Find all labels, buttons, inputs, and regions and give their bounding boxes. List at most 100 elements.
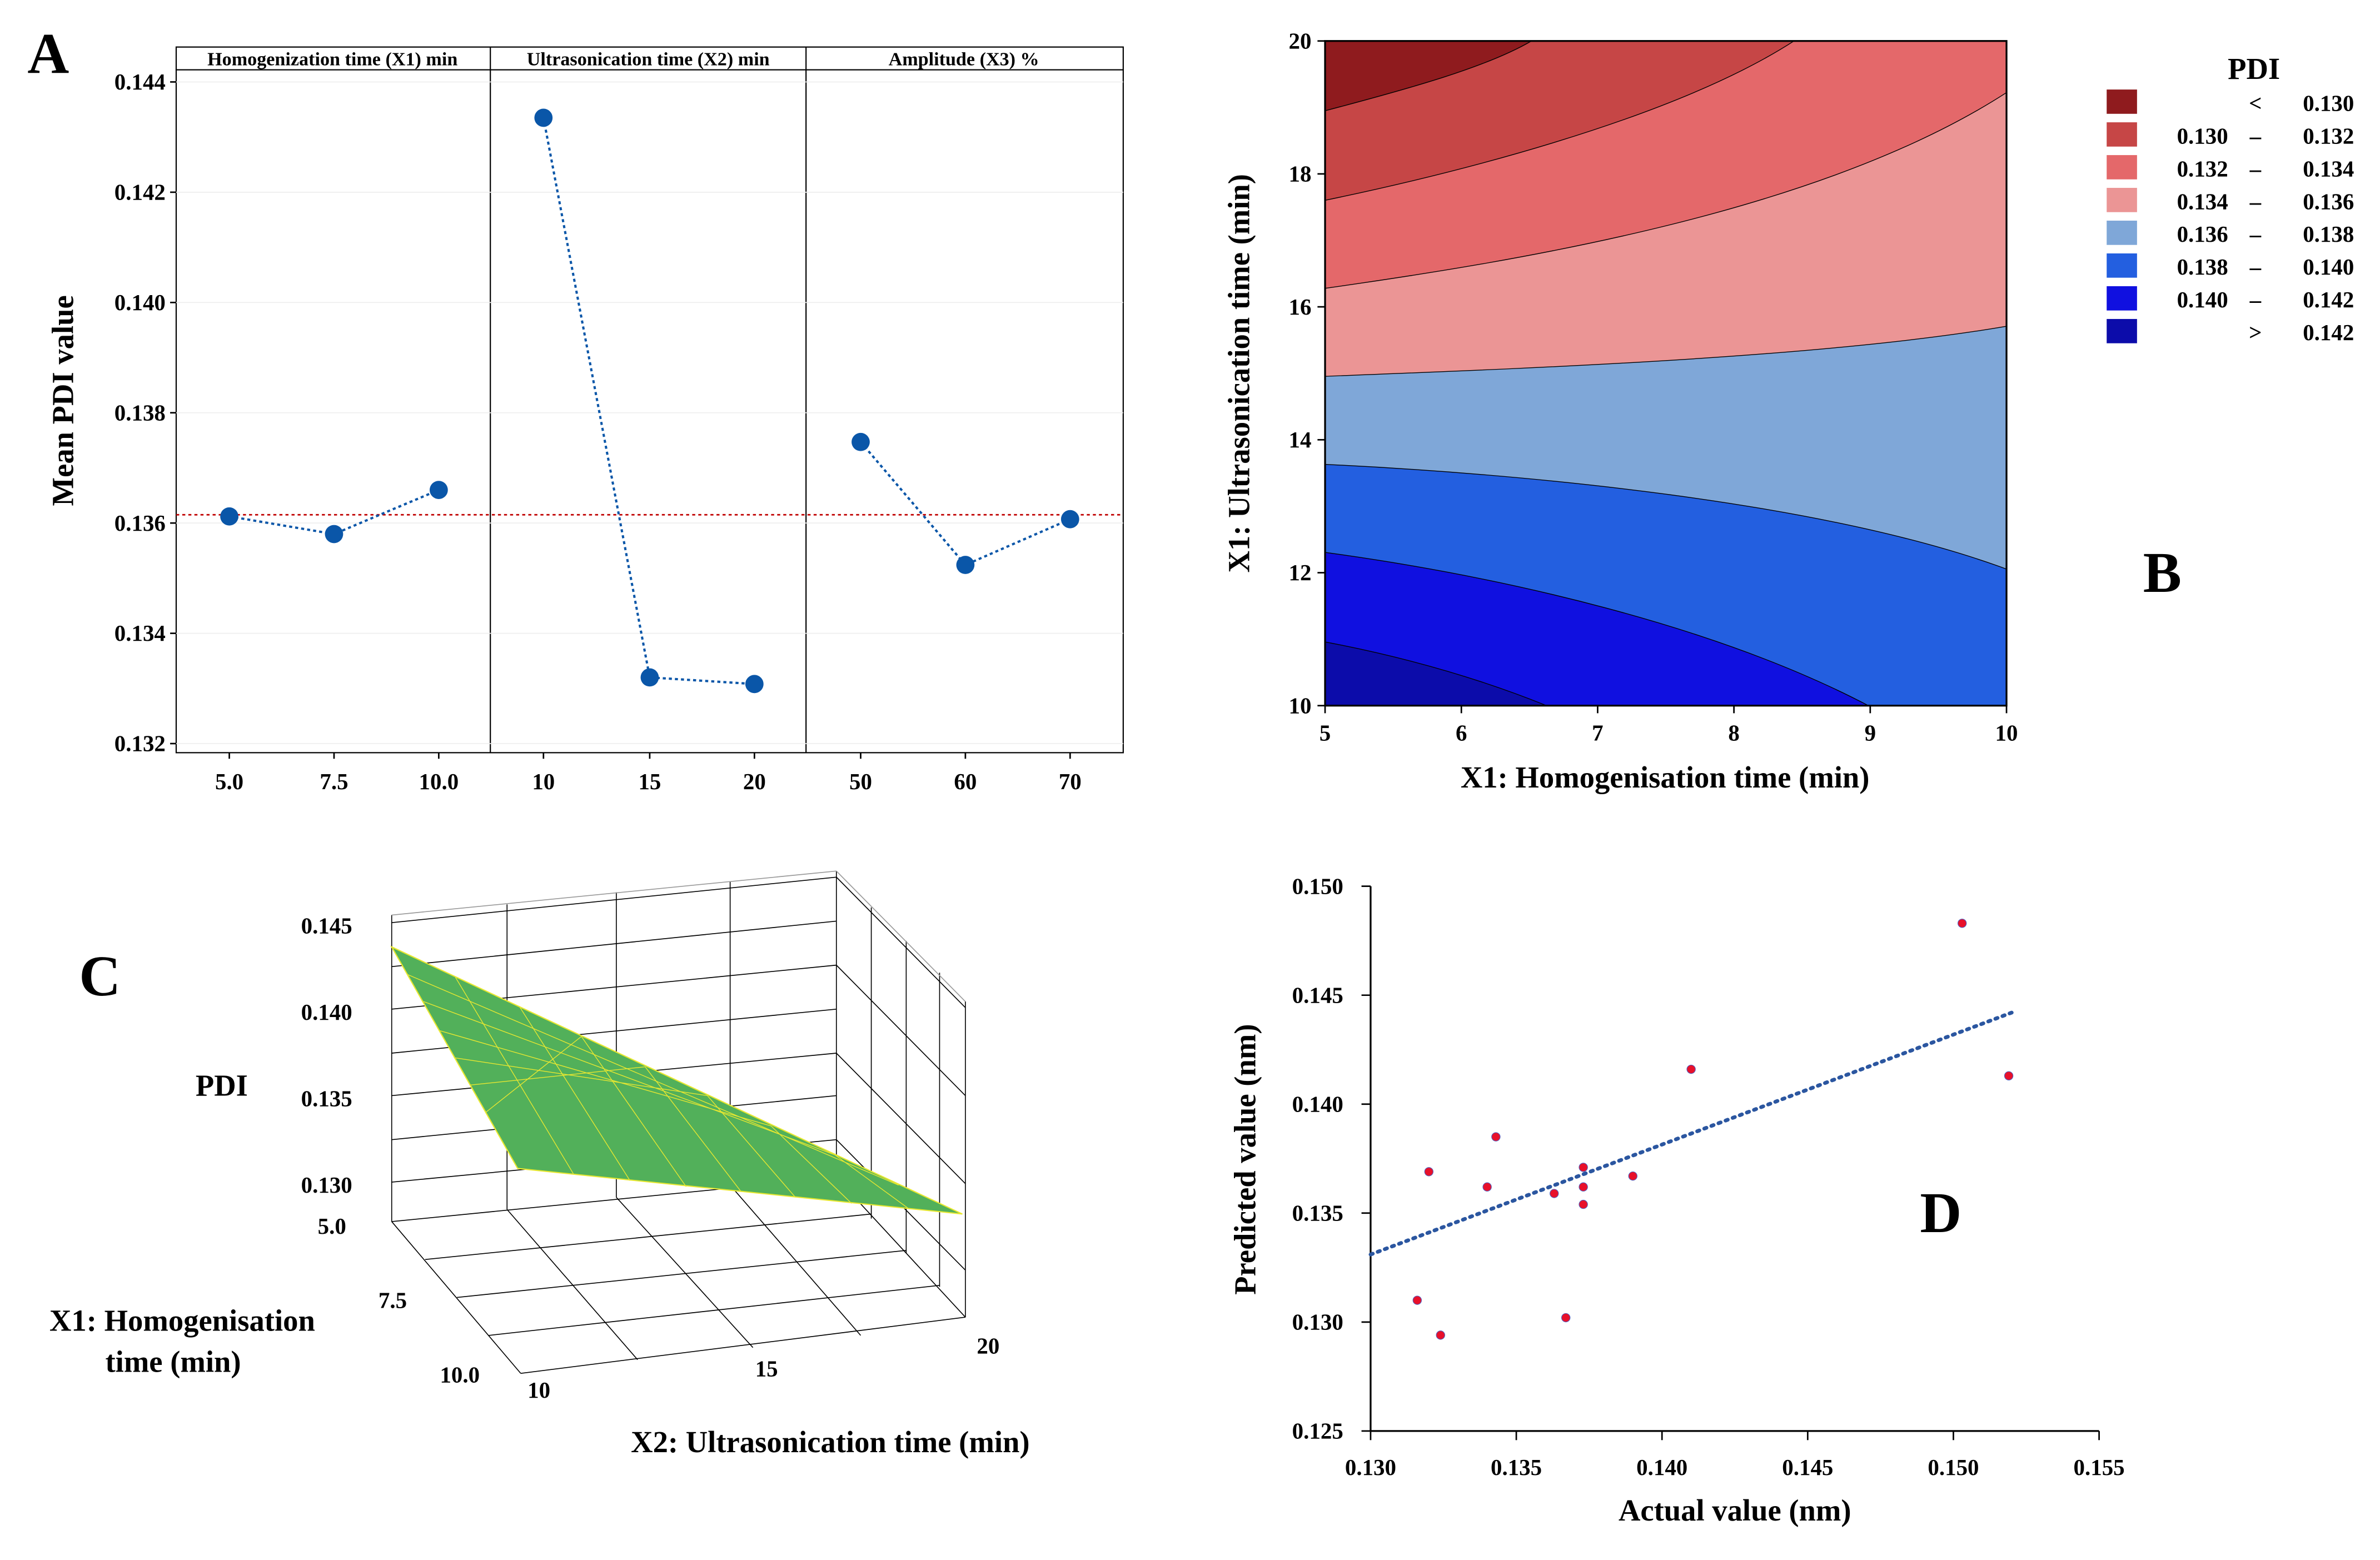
x-axis-label-d: Actual value (nm): [1619, 1493, 1851, 1527]
contour-region: [1325, 41, 1796, 201]
panel-label-a: A: [27, 22, 69, 86]
legend-lo: 0.140: [2177, 287, 2228, 312]
x-tick-label: 0.150: [1928, 1455, 1979, 1480]
data-point: [1686, 1064, 1696, 1074]
z-tick-label: 0.145: [301, 913, 352, 938]
x-tick-label: 50: [849, 769, 872, 794]
data-point: [325, 525, 343, 544]
y-tick-label: 0.142: [114, 180, 166, 205]
x-tick-label: 7: [1592, 721, 1603, 746]
x2-tick-label: 20: [977, 1334, 999, 1359]
facet-title-x1: Homogenization time (X1) min: [207, 49, 457, 69]
data-point: [745, 675, 764, 694]
z-tick-label: 0.140: [301, 1000, 352, 1025]
y-tick-label: 16: [1289, 295, 1312, 320]
legend-sep: –: [2249, 222, 2262, 247]
x-tick-label: 0.145: [1782, 1455, 1833, 1480]
data-point: [1436, 1330, 1445, 1340]
x-tick-label: 0.155: [2074, 1455, 2125, 1480]
x-tick-label: 20: [743, 769, 766, 794]
legend-swatch: [2107, 89, 2137, 114]
legend-lo: 0.136: [2177, 222, 2228, 247]
y-tick-label: 14: [1289, 427, 1312, 452]
x1-tick-label: 5.0: [318, 1214, 346, 1239]
data-point: [1579, 1182, 1588, 1192]
data-point: [1482, 1182, 1492, 1192]
y-tick-label: 20: [1289, 28, 1312, 53]
x-tick-label: 70: [1059, 769, 1082, 794]
y-tick-label: 0.125: [1292, 1419, 1343, 1444]
legend-sep: –: [2249, 189, 2262, 214]
y-tick-label: 10: [1289, 693, 1312, 718]
legend-lo: 0.134: [2177, 189, 2228, 214]
y-tick-label: 0.136: [114, 511, 166, 536]
x-tick-label: 10: [532, 769, 555, 794]
y-tick-label: 0.135: [1292, 1200, 1343, 1225]
y-tick-label: 0.144: [114, 69, 166, 94]
x1-axis-label-line1: X1: Homogenisation: [49, 1304, 315, 1338]
data-point: [1628, 1171, 1637, 1181]
z-tick-label: 0.130: [301, 1173, 352, 1198]
facet-title-x3: Amplitude (X3) %: [889, 49, 1039, 69]
legend-lo: 0.132: [2177, 156, 2228, 181]
data-point: [534, 108, 553, 127]
legend-swatch: [2107, 286, 2137, 311]
legend-swatch: [2107, 122, 2137, 147]
panel-label-b: B: [2143, 541, 2182, 605]
contour-region: [1325, 41, 1533, 112]
data-point: [640, 668, 659, 687]
facet-title-x2: Ultrasonication time (X2) min: [527, 49, 770, 69]
trend-line: [1368, 1010, 2014, 1257]
legend-sep: –: [2249, 255, 2262, 280]
data-point: [1579, 1199, 1588, 1209]
panel-c-surface: C: [49, 870, 1030, 1459]
legend-swatch: [2107, 221, 2137, 245]
panel-label-c: C: [79, 945, 121, 1008]
main-effect-line: [542, 117, 755, 685]
y-tick-label: 0.145: [1292, 983, 1343, 1008]
legend-hi: 0.130: [2303, 91, 2354, 116]
legend-lo: 0.138: [2177, 255, 2228, 280]
data-point: [1491, 1132, 1501, 1142]
x-axis-label-b: X1: Homogenisation time (min): [1461, 760, 1870, 794]
x-tick-label: 0.135: [1491, 1455, 1542, 1480]
x1-tick-label: 10.0: [440, 1363, 480, 1388]
y-tick-label: 0.140: [114, 290, 166, 315]
legend-title: PDI: [2228, 52, 2280, 86]
data-point: [1060, 510, 1079, 529]
z-tick-label: 0.135: [301, 1086, 352, 1112]
legend-swatch: [2107, 188, 2137, 212]
y-tick-label: 0.130: [1292, 1310, 1343, 1335]
legend-sep: –: [2249, 156, 2262, 181]
legend-hi: 0.136: [2303, 189, 2354, 214]
x-tick-label: 7.5: [320, 769, 348, 794]
x-tick-label: 15: [638, 769, 661, 794]
legend-hi: 0.134: [2303, 156, 2354, 181]
legend-hi: 0.142: [2303, 320, 2354, 345]
data-point: [1958, 919, 1967, 928]
legend-hi: 0.140: [2303, 255, 2354, 280]
x1-axis-label-line2: time (min): [105, 1344, 241, 1378]
x-tick-label: 10: [1995, 721, 2018, 746]
x-tick-label: 6: [1456, 721, 1467, 746]
x2-tick-label: 15: [755, 1357, 778, 1382]
z-axis-label: PDI: [196, 1068, 248, 1102]
data-point: [956, 556, 975, 574]
y-tick-label: 0.134: [114, 621, 166, 646]
y-axis-label-d: Predicted value (nm): [1228, 1024, 1262, 1294]
legend-sep: –: [2249, 123, 2262, 148]
panel-a-main-effects: A Homogenization time (X1) min Ultrasoni…: [27, 22, 1124, 794]
x-tick-label: 0.130: [1345, 1455, 1396, 1480]
data-point: [2004, 1071, 2014, 1080]
data-point: [852, 432, 870, 451]
x-tick-label: 5: [1320, 721, 1331, 746]
data-point: [220, 507, 238, 526]
surface-mesh: [406, 974, 908, 1209]
legend-hi: 0.138: [2303, 222, 2354, 247]
x-tick-label: 5.0: [215, 769, 243, 794]
y-tick-label: 18: [1289, 162, 1312, 187]
data-point: [1579, 1163, 1588, 1172]
y-tick-label: 0.132: [114, 731, 166, 756]
plot-area-b: [1324, 40, 2008, 707]
legend-sep: <: [2249, 91, 2262, 116]
